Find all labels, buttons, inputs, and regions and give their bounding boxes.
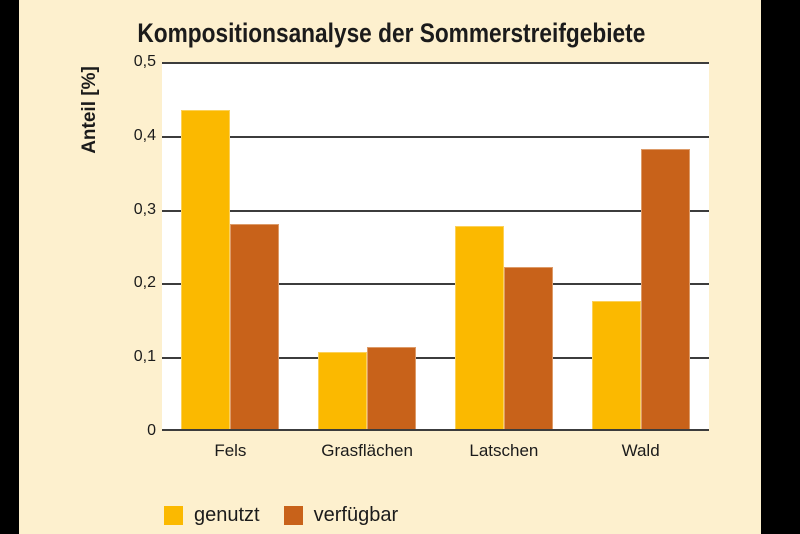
legend-item-verfügbar: verfügbar <box>283 504 399 526</box>
bar-group-grasflächen <box>299 62 436 431</box>
bar-groups <box>162 62 709 431</box>
legend-label-verfügbar: verfügbar <box>313 504 399 526</box>
y-tick-label: 0,2 <box>133 274 156 292</box>
bar-verfügbar-wald <box>640 149 690 431</box>
bar-group-fels <box>162 62 299 431</box>
chart-title: Kompositionsanalyse der Sommerstreifgebi… <box>73 16 710 50</box>
bar-genutzt-wald <box>591 301 641 431</box>
x-category-label: Wald <box>621 441 660 460</box>
y-tick-label: 0,3 <box>133 200 156 218</box>
gridline-0,3 <box>162 209 709 212</box>
bar-verfügbar-fels <box>230 224 280 431</box>
bar-group-wald <box>572 62 709 431</box>
x-category-label: Grasflächen <box>321 441 413 460</box>
plot-area <box>162 62 709 431</box>
y-tick-label: 0,5 <box>133 53 156 70</box>
bar-verfügbar-latschen <box>503 267 553 431</box>
y-tick-label: 0,1 <box>133 348 156 366</box>
gridline-0,2 <box>162 283 709 286</box>
chart-panel: Kompositionsanalyse der Sommerstreifgebi… <box>19 0 761 534</box>
bar-verfügbar-grasflächen <box>367 346 417 431</box>
legend-swatch-genutzt <box>164 505 183 525</box>
x-category-label: Fels <box>214 441 247 460</box>
bar-genutzt-grasflächen <box>318 352 368 431</box>
bar-group-latschen <box>436 62 573 431</box>
y-tick-label: 0,4 <box>133 126 156 144</box>
legend-item-genutzt: genutzt <box>164 504 260 526</box>
legend: genutzt verfügbar <box>164 504 398 526</box>
y-tick-label: 0 <box>147 422 156 439</box>
gridline-0,5 <box>162 62 709 64</box>
x-category-label: Latschen <box>469 441 539 460</box>
chart-title-text: Kompositionsanalyse der Sommerstreifgebi… <box>137 18 646 48</box>
gridline-0,1 <box>162 357 709 360</box>
x-category-labels: Fels Grasflächen Latschen Wald <box>162 441 709 461</box>
legend-swatch-verfügbar <box>283 505 303 525</box>
bar-genutzt-fels <box>181 109 231 431</box>
bar-genutzt-latschen <box>454 225 504 431</box>
legend-label-genutzt: genutzt <box>194 504 260 526</box>
gridline-0,4 <box>162 135 709 138</box>
x-axis-line <box>162 429 709 431</box>
